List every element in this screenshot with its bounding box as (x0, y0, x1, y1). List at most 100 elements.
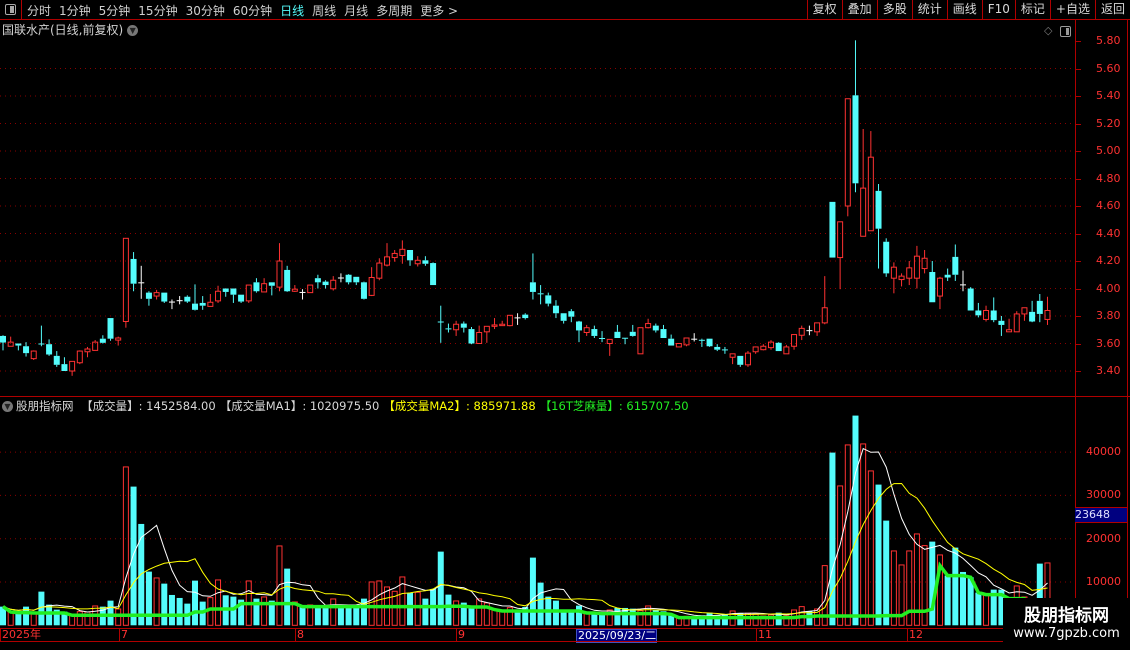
price-tick-label: 4.60 (1096, 199, 1121, 212)
candle (652, 323, 659, 333)
candle (944, 268, 951, 281)
diamond-icon[interactable]: ◇ (1044, 24, 1053, 37)
candle-body-down (46, 344, 53, 355)
tool-button[interactable]: 画线 (946, 0, 982, 19)
stock-title[interactable]: 国联水产(日线,前复权) ▼ (2, 21, 139, 38)
candle (483, 325, 490, 343)
candle (222, 288, 229, 297)
period-tab[interactable]: 60分钟 (232, 4, 273, 18)
tool-button[interactable]: 复权 (806, 0, 842, 19)
candle (299, 289, 306, 300)
legend-label: 【成交量MA2】 (383, 399, 466, 413)
candle (168, 299, 175, 310)
volume-bar-down (345, 606, 352, 626)
candle-body-up (330, 279, 337, 290)
candle (307, 284, 314, 294)
candle-body-up (913, 255, 920, 279)
tool-button[interactable]: 统计 (911, 0, 947, 19)
price-tick-label: 5.40 (1096, 89, 1121, 102)
stock-title-text: 国联水产(日线,前复权) (2, 23, 124, 37)
period-tab[interactable]: 周线 (312, 4, 337, 18)
date-label: 7 (119, 628, 128, 641)
candle (683, 337, 690, 347)
period-tab[interactable]: 日线 (280, 4, 305, 18)
period-tab[interactable]: 月线 (344, 4, 369, 18)
tool-button[interactable]: F10 (981, 0, 1015, 19)
price-tick-label: 5.80 (1096, 34, 1121, 47)
period-tab[interactable]: 30分钟 (185, 4, 225, 18)
price-tick (1076, 123, 1081, 125)
period-tab[interactable]: 5分钟 (98, 4, 131, 18)
candle (115, 336, 122, 346)
candle-body-down (430, 263, 437, 286)
candle (913, 245, 920, 289)
period-tab[interactable]: 更多 > (420, 4, 459, 18)
candle (645, 318, 652, 329)
period-tab[interactable]: 分时 (27, 4, 52, 18)
candle (929, 261, 936, 303)
candle-body-up (69, 360, 76, 372)
volume-bar-down (721, 613, 728, 626)
volume-bar-down (614, 607, 621, 626)
candle (967, 287, 974, 311)
tool-buttons: 复权 叠加 多股 统计 画线 F10 标记 +自选 返回 (806, 0, 1130, 19)
volume-bar-down (560, 609, 567, 626)
period-tab[interactable]: 多周期 (376, 4, 413, 18)
volume-bar-up (983, 594, 990, 626)
tool-button[interactable]: 叠加 (841, 0, 877, 19)
volume-bar-down (852, 415, 859, 626)
volume-bar-down (883, 520, 890, 626)
candle-body-up (207, 301, 214, 307)
candle-body-down (883, 241, 890, 274)
candle-body-down (192, 303, 198, 310)
candle-body-down (15, 343, 22, 346)
tool-button[interactable]: 多股 (876, 0, 912, 19)
candle (376, 258, 383, 281)
candle-body-up (76, 350, 83, 364)
period-tab[interactable]: 1分钟 (59, 4, 91, 18)
candle (176, 296, 183, 305)
candlestick-chart[interactable] (0, 20, 1075, 396)
candle-body-down (560, 313, 567, 321)
volume-chart[interactable] (0, 397, 1075, 629)
volume-bar-up (376, 580, 383, 626)
price-corner-icons: ◇ (1044, 24, 1072, 37)
date-label: 2025年 (0, 628, 41, 641)
chevron-down-icon[interactable]: ▼ (127, 25, 139, 36)
candle (791, 334, 798, 350)
menu-toggle-button[interactable] (0, 0, 22, 19)
volume-bar-down (268, 600, 275, 626)
candle-body-down (629, 331, 636, 336)
volume-bar-down (23, 606, 30, 626)
candle (606, 338, 613, 356)
volume-bar-up (499, 610, 506, 626)
candle-body-down (975, 310, 982, 316)
chevron-down-icon[interactable]: ▼ (2, 401, 13, 412)
volume-bar-up (898, 564, 905, 626)
volume-bar-down (599, 613, 606, 626)
tool-button[interactable]: 标记 (1014, 0, 1050, 19)
candle-body-up (499, 323, 506, 327)
candle (821, 276, 828, 325)
candle (591, 325, 598, 338)
candle (698, 338, 705, 347)
candle-body-down (852, 95, 859, 184)
candle-body-down (952, 256, 959, 275)
volume-bar-down (253, 598, 260, 626)
candle-body-up (783, 346, 790, 355)
panel-toggle-icon[interactable] (1060, 25, 1072, 37)
volume-bar-down (38, 591, 45, 626)
volume-bar-down (652, 609, 659, 626)
tool-button[interactable]: 返回 (1094, 0, 1130, 19)
period-tab[interactable]: 15分钟 (138, 4, 178, 18)
tool-button[interactable]: +自选 (1049, 0, 1095, 19)
volume-bar-down (660, 611, 667, 626)
volume-bar-up (261, 596, 268, 626)
volume-bar-down (145, 571, 152, 626)
candle-body-down (337, 277, 344, 279)
volume-bar-down (668, 614, 675, 626)
candle-body-down (775, 342, 782, 352)
volume-bar-down (975, 592, 982, 626)
candle (368, 267, 375, 297)
indicator-name[interactable]: 股朋指标网 (16, 399, 74, 413)
